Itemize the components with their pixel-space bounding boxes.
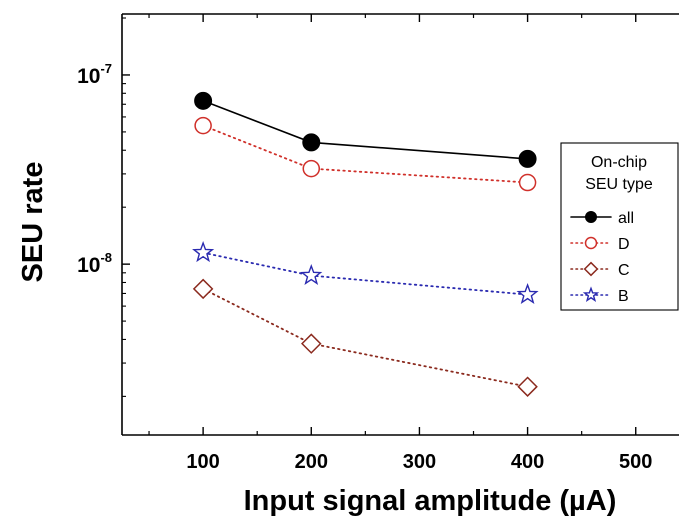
y-axis-title: SEU rate <box>17 162 49 283</box>
series-line-all <box>202 100 529 160</box>
y-tick-base: 10 <box>77 65 100 88</box>
data-point-d <box>302 159 321 178</box>
legend-label: all <box>618 210 634 227</box>
legend-item-d: D <box>570 236 630 253</box>
legend-label: D <box>618 236 630 253</box>
legend-title-line: On-chip <box>591 154 647 171</box>
y-tick-base: 10 <box>77 254 100 277</box>
series-c <box>192 278 538 397</box>
legend-label: C <box>618 262 630 279</box>
data-point-b <box>516 283 539 305</box>
series-line-d <box>202 124 529 184</box>
x-tick-label: 100 <box>186 451 219 473</box>
data-point-all <box>302 133 321 152</box>
data-point-d <box>194 116 212 135</box>
x-axis-title: Input signal amplitude (µA) <box>244 485 617 517</box>
plot-area <box>121 13 679 436</box>
data-point-b <box>192 241 215 263</box>
data-point-b <box>300 263 323 285</box>
series-b <box>192 241 539 305</box>
series-all <box>194 91 537 168</box>
legend-title-line: SEU type <box>585 176 653 193</box>
y-tick-exponent: -7 <box>100 61 112 76</box>
data-point-all <box>194 91 213 110</box>
y-tick-label: 10-7 <box>77 61 112 88</box>
legend-box <box>560 142 679 311</box>
legend-item-b: B <box>570 286 629 305</box>
legend-marker-d <box>584 236 598 250</box>
data-point-c <box>192 278 214 300</box>
x-tick-label: 200 <box>295 451 328 473</box>
axis-labels: Input signal amplitude (µA) SEU rate <box>17 162 616 517</box>
series-line-c <box>202 287 529 388</box>
x-tick-label: 300 <box>403 451 436 473</box>
legend-marker-b <box>582 286 600 302</box>
x-tick-label: 500 <box>619 451 652 473</box>
series-layer <box>192 91 539 397</box>
y-tick-label: 10-8 <box>77 250 112 277</box>
data-point-c <box>517 376 538 397</box>
y-tick-exponent: -8 <box>100 250 112 265</box>
legend-marker-c <box>583 261 599 277</box>
legend-marker-all <box>585 211 597 223</box>
series-d <box>194 116 537 192</box>
data-point-c <box>301 333 322 354</box>
legend: On-chip SEU type all DCB <box>560 142 679 311</box>
data-point-all <box>518 149 537 168</box>
legend-item-c: C <box>570 261 630 279</box>
x-tick-label: 400 <box>511 451 544 473</box>
legend-label: B <box>618 288 629 305</box>
legend-item-all: all <box>570 210 634 227</box>
data-point-d <box>518 173 537 192</box>
series-line-b <box>202 251 529 296</box>
